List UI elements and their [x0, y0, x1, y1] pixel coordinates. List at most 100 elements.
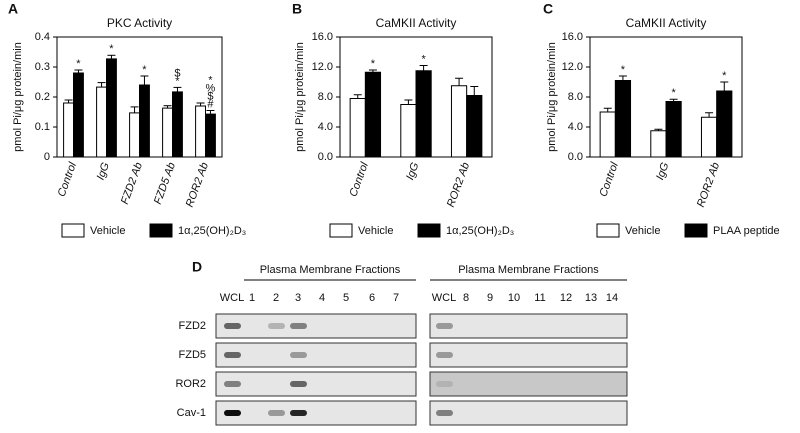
significance-mark: *	[621, 64, 626, 76]
bar	[139, 84, 150, 158]
legend-swatch	[149, 223, 173, 238]
blot-band	[436, 352, 453, 358]
legend-swatch	[596, 223, 620, 238]
bar	[106, 58, 117, 158]
blot-band	[224, 381, 241, 387]
significance-mark: *	[421, 53, 426, 65]
blot-strip	[215, 342, 417, 368]
blot-strip	[429, 400, 628, 426]
significance-mark: *	[142, 64, 147, 76]
bar	[172, 91, 183, 158]
lane-label: 12	[560, 292, 572, 304]
bar	[400, 104, 417, 158]
bar	[716, 90, 733, 158]
lane-label: 5	[343, 292, 349, 304]
y-axis-label: pmol Pi/μg protein/min	[294, 42, 306, 152]
y-tick-label: 0.3	[35, 61, 50, 73]
group-title: Plasma Membrane Fractions	[458, 264, 599, 276]
bar	[195, 105, 207, 158]
y-tick-label: 0.0	[318, 151, 333, 163]
y-tick-label: 0.1	[35, 121, 50, 133]
legend-swatch	[329, 223, 353, 238]
row-label: ROR2	[175, 378, 206, 390]
x-tick-label: ROR2 Ab	[695, 161, 722, 209]
x-tick-label: ROR2 Ab	[184, 161, 211, 209]
blot-band	[436, 323, 453, 329]
bar	[63, 102, 74, 158]
x-tick-label: Control	[347, 160, 371, 198]
blot-band	[224, 323, 241, 329]
significance-mark: $	[207, 90, 213, 102]
legend-label: Vehicle	[625, 225, 660, 237]
significance-mark: *	[109, 43, 114, 55]
bar	[162, 107, 174, 158]
bar	[96, 86, 107, 158]
bar	[349, 98, 366, 158]
y-tick-label: 0.0	[568, 151, 583, 163]
x-tick-label: FZD2 Ab	[119, 161, 145, 206]
y-tick-label: 8.0	[568, 91, 583, 103]
y-tick-label: 0.2	[35, 91, 50, 103]
blot-band	[290, 352, 307, 358]
legend-label: 1α,25(OH)₂D₃	[178, 225, 246, 237]
blot-band	[290, 410, 307, 416]
bar	[599, 111, 616, 158]
lane-label: WCL	[220, 292, 244, 304]
significance-mark: *	[722, 70, 727, 82]
significance-mark: *	[76, 58, 81, 70]
y-tick-label: 0.4	[35, 31, 50, 43]
bar	[205, 113, 216, 158]
blot-strip	[429, 342, 628, 368]
x-tick-label: ROR2 Ab	[445, 161, 472, 209]
y-axis-label: pmol Pi/μg protein/min	[12, 42, 24, 152]
bar	[364, 71, 382, 158]
blot-strip	[429, 313, 628, 339]
bar	[665, 101, 682, 158]
y-tick-label: 16.0	[312, 31, 333, 43]
row-label: FZD5	[179, 349, 207, 361]
significance-mark: %	[206, 82, 216, 94]
blot-band	[290, 381, 307, 387]
x-tick-label: Control	[597, 160, 621, 198]
lane-label: 14	[606, 292, 618, 304]
legend-swatch	[417, 223, 441, 238]
blot-strip	[215, 400, 417, 426]
bar	[614, 80, 632, 158]
x-tick-label: Control	[56, 160, 80, 198]
chart-title: PKC Activity	[107, 16, 172, 30]
y-tick-label: 0	[44, 151, 50, 163]
significance-mark: *	[371, 58, 376, 70]
legend-label: Vehicle	[90, 225, 125, 237]
lane-label: 9	[487, 292, 493, 304]
panel-label: C	[543, 1, 553, 17]
significance-mark: #	[207, 98, 214, 110]
blot-band	[268, 323, 285, 329]
lane-label: 11	[534, 292, 545, 304]
lane-label: 4	[319, 292, 325, 304]
lane-label: 10	[508, 292, 520, 304]
lane-label: 1	[249, 292, 255, 304]
chart-title: CaMKII Activity	[626, 16, 707, 30]
lane-label: 7	[393, 292, 399, 304]
y-axis-label: pmol Pi/μg protein/min	[546, 42, 558, 152]
blot-strip	[215, 371, 417, 397]
blot-band	[268, 410, 285, 416]
panel-label: D	[192, 259, 202, 275]
significance-mark: *	[208, 74, 213, 86]
legend-swatch	[61, 223, 85, 238]
y-tick-label: 16.0	[562, 31, 583, 43]
bar	[450, 85, 468, 158]
panel-label: A	[8, 1, 18, 17]
lane-label: WCL	[432, 292, 456, 304]
blot-strip	[429, 371, 628, 397]
row-label: Cav-1	[177, 407, 206, 419]
bar	[73, 72, 84, 158]
blot-strip	[215, 313, 417, 339]
legend-label: PLAA peptide	[713, 225, 780, 237]
bar	[650, 130, 667, 158]
legend-swatch	[684, 223, 708, 238]
bar	[415, 70, 432, 158]
x-tick-label: FZD5 Ab	[152, 161, 178, 206]
lane-label: 3	[295, 292, 301, 304]
